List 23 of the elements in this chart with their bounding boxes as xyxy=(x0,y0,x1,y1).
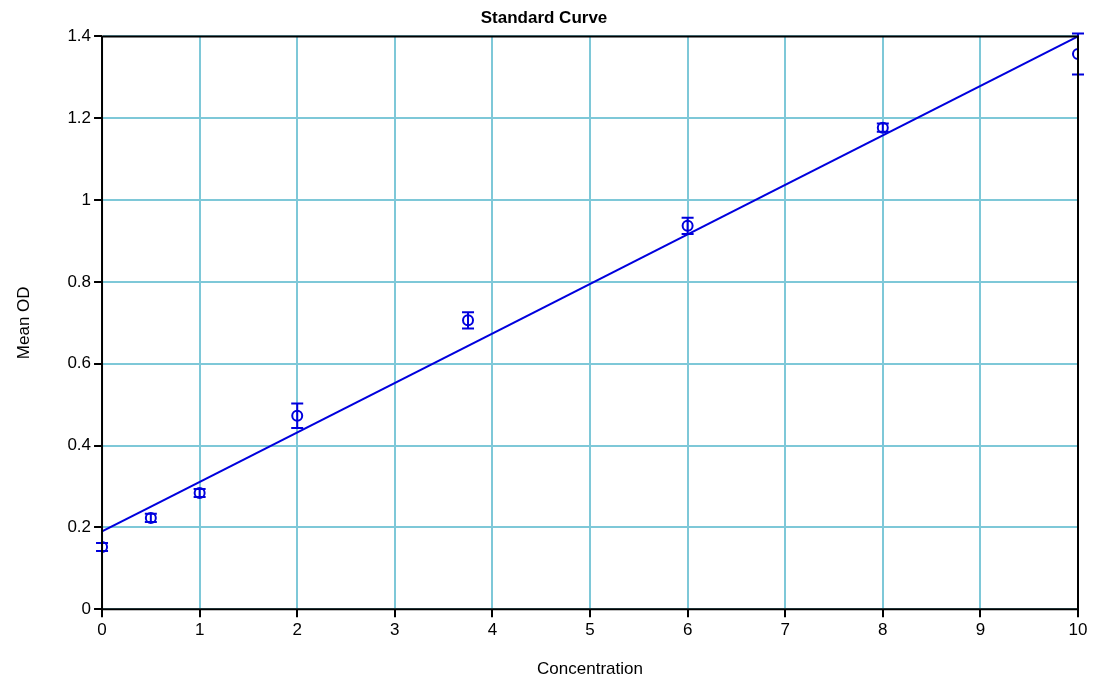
y-tick-label: 0.4 xyxy=(67,435,92,455)
point xyxy=(291,409,304,422)
x-tick-label: 0 xyxy=(97,620,107,640)
x-tick-label: 8 xyxy=(878,620,888,640)
x-tick-label: 4 xyxy=(487,620,498,640)
x-tick-label: 5 xyxy=(585,620,595,640)
x-tick-label: 7 xyxy=(780,620,790,640)
y-tick-label: 0 xyxy=(81,598,92,618)
x-tick-label: 6 xyxy=(682,620,693,640)
chart-title: Standard Curve xyxy=(480,7,608,27)
y-tick-label: 1 xyxy=(81,189,92,209)
y-tick-label: 1.2 xyxy=(67,107,92,127)
x-tick-label: 1 xyxy=(194,620,205,640)
x-tick-label: 2 xyxy=(292,620,302,640)
y-tick-label: 0.2 xyxy=(67,517,92,537)
y-tick-label: 1.4 xyxy=(67,26,92,46)
y-tick-label: 0.6 xyxy=(67,353,92,373)
y-axis-title: Mean OD xyxy=(13,286,33,360)
x-tick-label: 3 xyxy=(390,620,400,640)
x-tick-label: 10 xyxy=(1068,620,1088,640)
x-tick-label: 9 xyxy=(975,620,986,640)
y-tick-label: 0.8 xyxy=(67,271,92,291)
x-axis-title: Concentration xyxy=(537,659,643,679)
